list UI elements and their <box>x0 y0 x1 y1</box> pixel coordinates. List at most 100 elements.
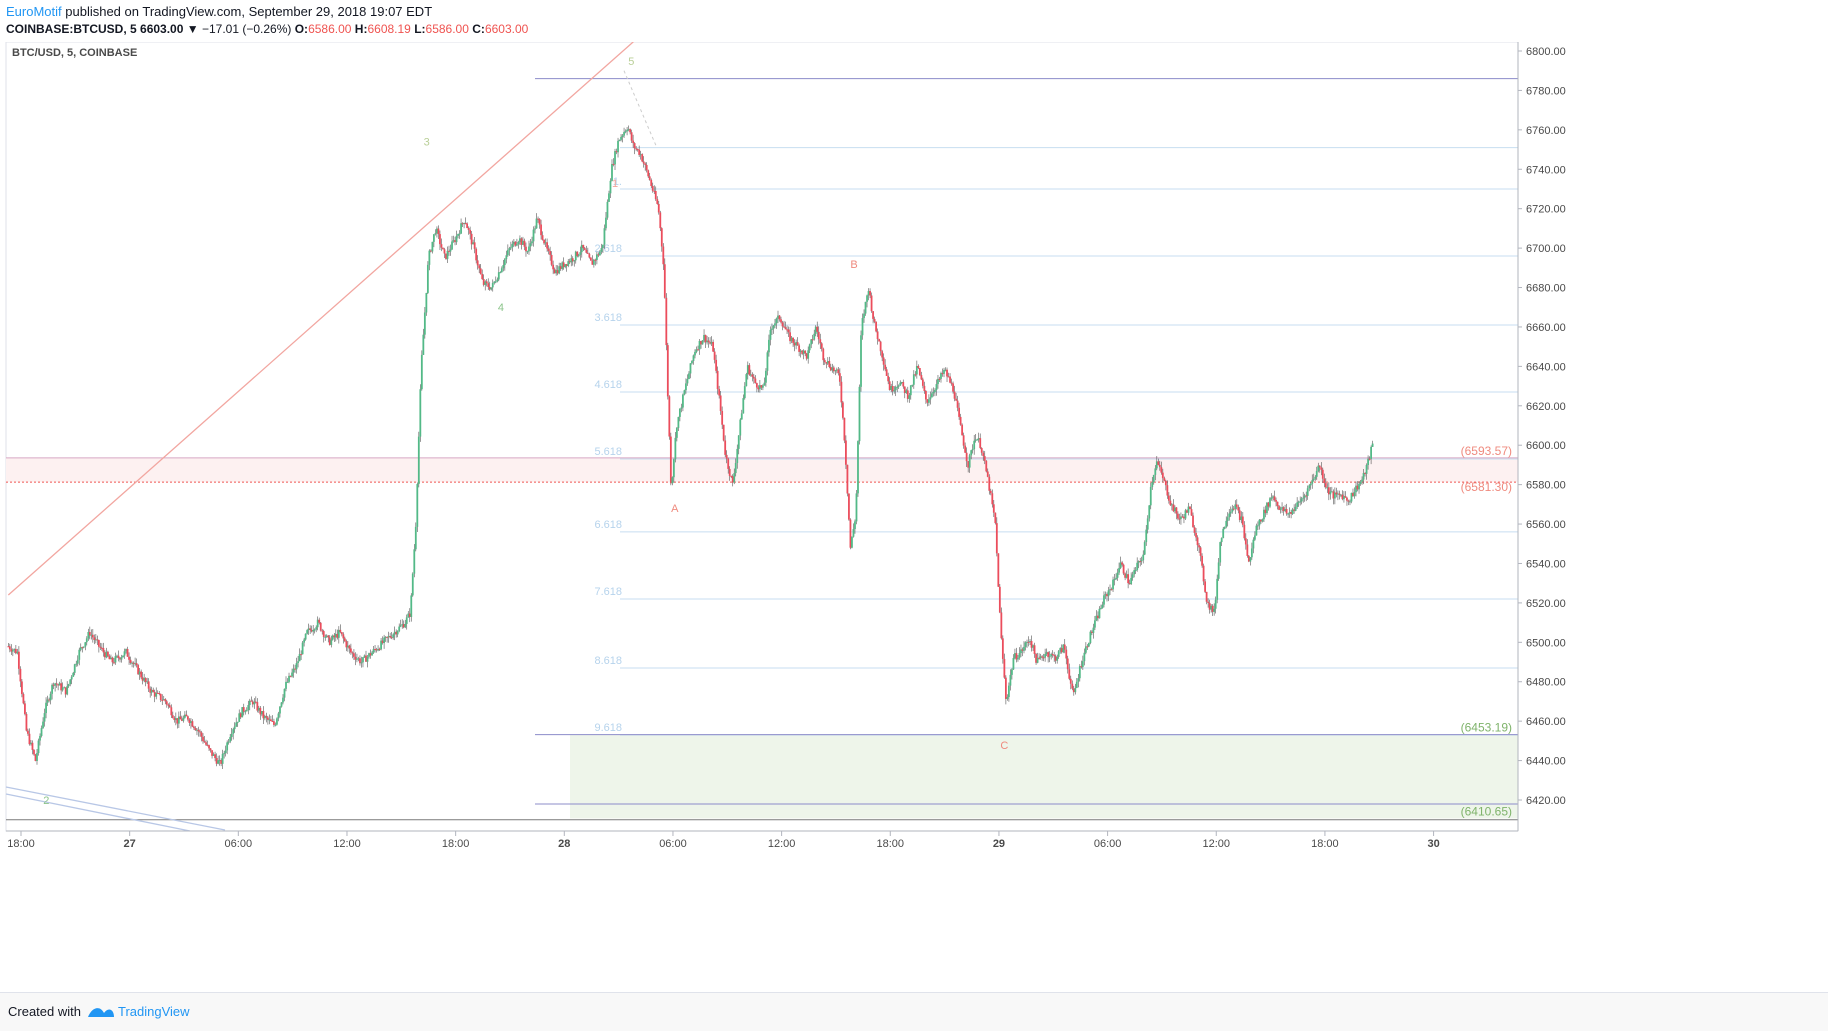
candle-body <box>682 395 684 408</box>
candle-body <box>166 701 168 704</box>
time-tick-label: 29 <box>993 838 1005 850</box>
candle-body <box>1074 688 1076 692</box>
candle-body <box>1349 502 1351 503</box>
candle-body <box>898 386 900 387</box>
candle-body <box>1311 480 1313 484</box>
candle-body <box>1056 657 1058 661</box>
candle-body <box>744 386 746 398</box>
candle-body <box>164 699 166 701</box>
candle-body <box>748 365 750 375</box>
candle-body <box>1117 573 1119 578</box>
candle-body <box>273 721 275 725</box>
candle-body <box>762 386 764 388</box>
publish-header: EuroMotif published on TradingView.com, … <box>0 0 1828 42</box>
candle-body <box>779 316 781 320</box>
candle-body <box>98 640 100 647</box>
candle-body <box>122 656 124 658</box>
candle-body <box>19 669 21 682</box>
candle-body <box>210 748 212 750</box>
candle-body <box>804 351 806 354</box>
candle-body <box>1145 530 1147 542</box>
price-chart[interactable]: BTC/USD, 5, COINBASE1.2.6183.6184.6185.6… <box>0 42 1828 992</box>
candle-body <box>27 731 29 734</box>
resistance-zone[interactable] <box>6 458 1518 482</box>
candle-body <box>824 360 826 362</box>
candle-body <box>661 228 663 246</box>
candle-body <box>1275 500 1277 502</box>
fib-level-label: 3.618 <box>594 312 622 324</box>
candle-body <box>582 245 584 248</box>
candle-body <box>726 455 728 459</box>
tradingview-brand[interactable]: TradingView <box>118 1004 190 1019</box>
candle-body <box>92 635 94 638</box>
candle-body <box>960 417 962 425</box>
candle-body <box>152 690 154 692</box>
author-link[interactable]: EuroMotif <box>6 4 62 19</box>
candle-body <box>1150 487 1152 505</box>
candle-body <box>671 477 673 483</box>
candle-body <box>1249 557 1251 561</box>
candle-body <box>24 703 26 714</box>
candle-body <box>83 647 85 648</box>
candle-body <box>128 657 130 660</box>
wave-label: 1 <box>612 178 618 190</box>
candle-body <box>1148 505 1150 518</box>
candle-body <box>442 248 444 250</box>
candle-body <box>412 574 414 596</box>
time-tick-label: 12:00 <box>768 838 796 850</box>
candle-body <box>982 453 984 456</box>
time-tick-label: 06:00 <box>1094 838 1122 850</box>
candle-body <box>127 649 129 657</box>
candle-body <box>502 265 504 268</box>
candle-body <box>1194 527 1196 533</box>
candle-body <box>1366 465 1368 474</box>
candle-body <box>169 705 171 707</box>
candle-body <box>1115 578 1117 579</box>
candle-body <box>243 707 245 712</box>
candle-body <box>966 453 968 461</box>
candle-body <box>878 339 880 341</box>
candle-body <box>1348 501 1350 502</box>
candle-body <box>677 417 679 428</box>
candle-body <box>548 249 550 252</box>
candle-body <box>287 682 289 683</box>
price-change: ▼ −17.01 (−0.26%) <box>187 22 292 36</box>
candle-body <box>1314 477 1316 479</box>
price-tick-label: 6640.00 <box>1526 361 1566 373</box>
candle-body <box>625 131 627 132</box>
candle-body <box>1151 482 1153 487</box>
candle-body <box>478 265 480 268</box>
candle-body <box>976 439 978 440</box>
candle-body <box>199 731 201 732</box>
candle-body <box>957 401 959 408</box>
candle-body <box>736 449 738 463</box>
candle-body <box>620 137 622 140</box>
candle-body <box>225 750 227 753</box>
price-axis[interactable] <box>1518 42 1576 831</box>
candle-body <box>447 251 449 259</box>
candle-body <box>410 595 412 617</box>
candle-body <box>275 725 277 726</box>
candle-body <box>551 255 553 265</box>
candle-body <box>1213 609 1215 612</box>
candle-body <box>745 374 747 386</box>
candle-body <box>528 247 530 252</box>
symbol-label: COINBASE:BTCUSD, 5 <box>6 22 137 36</box>
candle-body <box>75 664 77 665</box>
candle-body <box>934 390 936 392</box>
candle-body <box>667 345 669 396</box>
candle-body <box>516 244 518 245</box>
time-tick-label: 27 <box>124 838 136 850</box>
candle-body <box>103 648 105 652</box>
candle-body <box>187 716 189 719</box>
candle-body <box>21 681 23 694</box>
candle-body <box>439 234 441 244</box>
candle-body <box>634 143 636 148</box>
candle-body <box>1053 655 1055 656</box>
candle-body <box>518 242 520 244</box>
time-tick-label: 28 <box>558 838 570 850</box>
support-zone[interactable] <box>570 735 1518 819</box>
candle-body <box>629 129 631 132</box>
candle-body <box>487 283 489 287</box>
